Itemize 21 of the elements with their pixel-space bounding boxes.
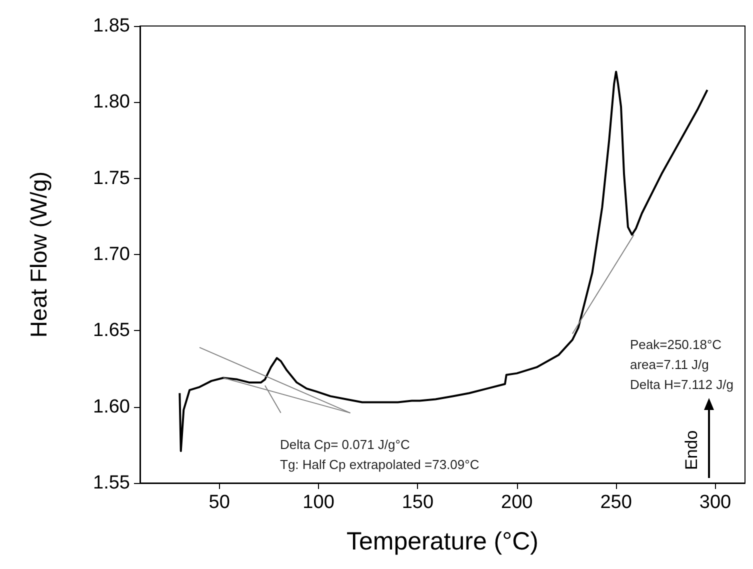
- y-tick-label: 1.80: [93, 92, 130, 113]
- y-tick-label: 1.75: [93, 168, 130, 189]
- y-tick-label: 1.65: [93, 320, 130, 342]
- y-tick-label: 1.60: [93, 396, 130, 418]
- annotation: Tg: Half Cp extrapolated =73.09°C: [280, 457, 480, 472]
- annotation: area=7.11 J/g: [630, 357, 709, 372]
- x-tick-label: 200: [501, 492, 533, 513]
- x-tick-label: 300: [699, 492, 732, 513]
- annotation: Endo: [682, 430, 701, 470]
- y-axis-title: Heat Flow (W/g): [26, 171, 52, 338]
- x-tick-label: 150: [402, 492, 434, 513]
- x-axis-title: Temperature (°C): [346, 528, 538, 556]
- annotation: Delta H=7.112 J/g: [630, 377, 734, 392]
- annotation: Delta Cp= 0.071 J/g°C: [280, 437, 410, 452]
- y-tick-label: 1.70: [93, 244, 130, 265]
- x-tick-label: 100: [302, 492, 334, 513]
- x-tick-label: 50: [208, 492, 230, 513]
- annotation: Peak=250.18°C: [630, 337, 722, 352]
- y-tick-label: 1.55: [93, 472, 130, 494]
- y-tick-label: 1.85: [93, 16, 130, 36]
- x-tick-label: 250: [600, 492, 632, 513]
